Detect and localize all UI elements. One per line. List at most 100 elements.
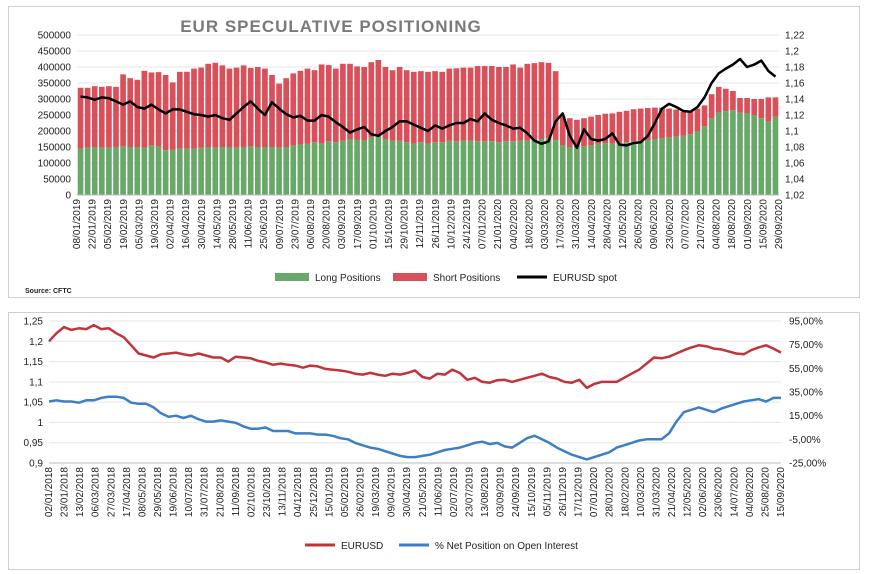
long-position-bar: [361, 140, 368, 195]
long-position-bar: [496, 142, 502, 195]
eurusd-spot-line: [80, 57, 777, 150]
long-position-bar: [680, 135, 687, 195]
x-tick-label: 07/07/2020: [680, 199, 691, 249]
long-position-bar: [531, 139, 538, 195]
x-tick-label: 23/10/2018: [262, 467, 273, 517]
short-position-bar: [425, 71, 431, 144]
x-tick-label: 20/08/2019: [322, 199, 333, 249]
long-position-bar: [91, 147, 98, 195]
y2-tick-label: 1,1: [785, 127, 799, 138]
chart-title: EUR SPECULATIVE POSITIONING: [180, 17, 482, 36]
long-position-bar: [269, 147, 275, 195]
legend: Long Positions Short Positions EURUSD sp…: [275, 273, 617, 284]
short-position-bar: [588, 116, 594, 146]
short-position-bar: [694, 108, 701, 131]
x-tick-label: 10/03/2020: [636, 467, 647, 517]
long-position-bar: [722, 111, 729, 195]
x-tick-label: 02/04/2019: [166, 199, 177, 249]
x-tick-label: 21/04/2020: [667, 467, 678, 517]
short-position-bar: [722, 88, 729, 112]
short-position-bar: [389, 70, 396, 141]
x-tick-label: 23/01/2018: [60, 467, 71, 517]
long-position-bar: [715, 112, 722, 195]
short-position-bar: [637, 108, 644, 141]
x-tick-label: 11/06/2019: [244, 199, 255, 249]
y2-tick-label: 1,18: [785, 63, 805, 74]
x-tick-label: 26/11/2019: [431, 199, 442, 249]
short-position-bar: [503, 67, 509, 142]
long-position-bar: [226, 147, 233, 195]
long-position-bar: [758, 118, 765, 195]
y2-tick-label: 1,04: [785, 175, 805, 186]
long-position-bar: [581, 146, 587, 195]
long-position-bar: [772, 116, 779, 195]
short-position-bar: [325, 65, 332, 142]
short-position-bar: [644, 107, 651, 140]
short-position-bar: [630, 109, 637, 142]
short-position-bar: [481, 66, 488, 142]
long-position-bar: [155, 146, 162, 195]
short-position-bar: [77, 87, 84, 149]
x-tick-label: 21/01/2020: [493, 199, 504, 249]
short-position-bar: [276, 83, 282, 148]
long-position-bar: [425, 143, 431, 195]
y2-tick-label: -5,00%: [789, 435, 821, 446]
y-tick-label: 1,2: [29, 337, 43, 348]
y-tick-label: 200000: [38, 127, 72, 138]
y-tick-label: 1,05: [24, 398, 44, 409]
long-position-bar: [382, 139, 389, 195]
x-tick-label: 01/09/2020: [743, 199, 754, 249]
x-tick-label: 29/05/2018: [153, 467, 164, 517]
long-position-bar: [481, 141, 488, 195]
long-position-bar: [247, 146, 254, 195]
long-position-bar: [113, 147, 119, 195]
x-tick-label: 14/04/2020: [587, 199, 598, 249]
y-tick-label: 300000: [38, 95, 72, 106]
x-tick-label: 17/03/2020: [556, 199, 567, 249]
long-position-bar: [84, 147, 91, 195]
long-position-bar: [687, 134, 694, 195]
x-tick-label: 31/07/2018: [200, 467, 211, 517]
short-position-bar: [474, 66, 481, 142]
y2-tick-label: 1,06: [785, 159, 805, 170]
y-tick-label: 100000: [38, 159, 72, 170]
x-tick-label: 22/01/2019: [88, 199, 99, 249]
x-tick-label: 23/07/2019: [290, 199, 301, 249]
long-position-bar: [375, 135, 382, 195]
long-position-bar: [141, 147, 148, 195]
long-position-bar: [368, 137, 375, 195]
x-tick-label: 21/08/2018: [215, 467, 226, 517]
positioning-chart: EUR SPECULATIVE POSITIONING 0 50000 100000…: [25, 17, 805, 295]
legend: EURUSD % Net Position on Open Interest: [305, 541, 578, 552]
net-position-line: [48, 395, 781, 461]
long-position-bar: [630, 141, 637, 195]
eurusd-line: [48, 323, 782, 390]
y2-tick-label: 55,00%: [789, 364, 823, 375]
x-tick-label: 23/06/2020: [714, 467, 725, 517]
long-position-bar: [524, 140, 531, 195]
short-position-bar: [531, 63, 538, 140]
long-position-bar: [169, 149, 176, 195]
x-tick-label: 02/01/2018: [44, 467, 55, 517]
x-tick-label: 06/08/2019: [306, 199, 317, 249]
x-tick-label: 19/02/2019: [119, 199, 130, 249]
x-tick-label: 31/03/2020: [571, 199, 582, 249]
short-position-bar: [545, 62, 552, 139]
short-position-bar: [623, 110, 630, 143]
long-position-bar: [354, 139, 360, 195]
short-position-bar: [559, 116, 566, 146]
x-tick-label: 19/06/2018: [169, 467, 180, 517]
long-position-bar: [396, 140, 403, 195]
long-position-bar: [595, 143, 602, 195]
x-tick-label: 13/11/2018: [278, 467, 289, 517]
short-position-bar: [113, 86, 119, 147]
short-position-bar: [758, 99, 765, 119]
long-position-bar: [219, 147, 226, 195]
long-position-bar: [304, 143, 311, 195]
long-position-bar: [510, 141, 516, 195]
short-position-bar: [184, 71, 190, 149]
short-position-bar: [212, 62, 219, 148]
long-position-bar: [737, 112, 743, 195]
short-position-bar: [609, 113, 616, 144]
short-position-bar: [98, 86, 105, 148]
